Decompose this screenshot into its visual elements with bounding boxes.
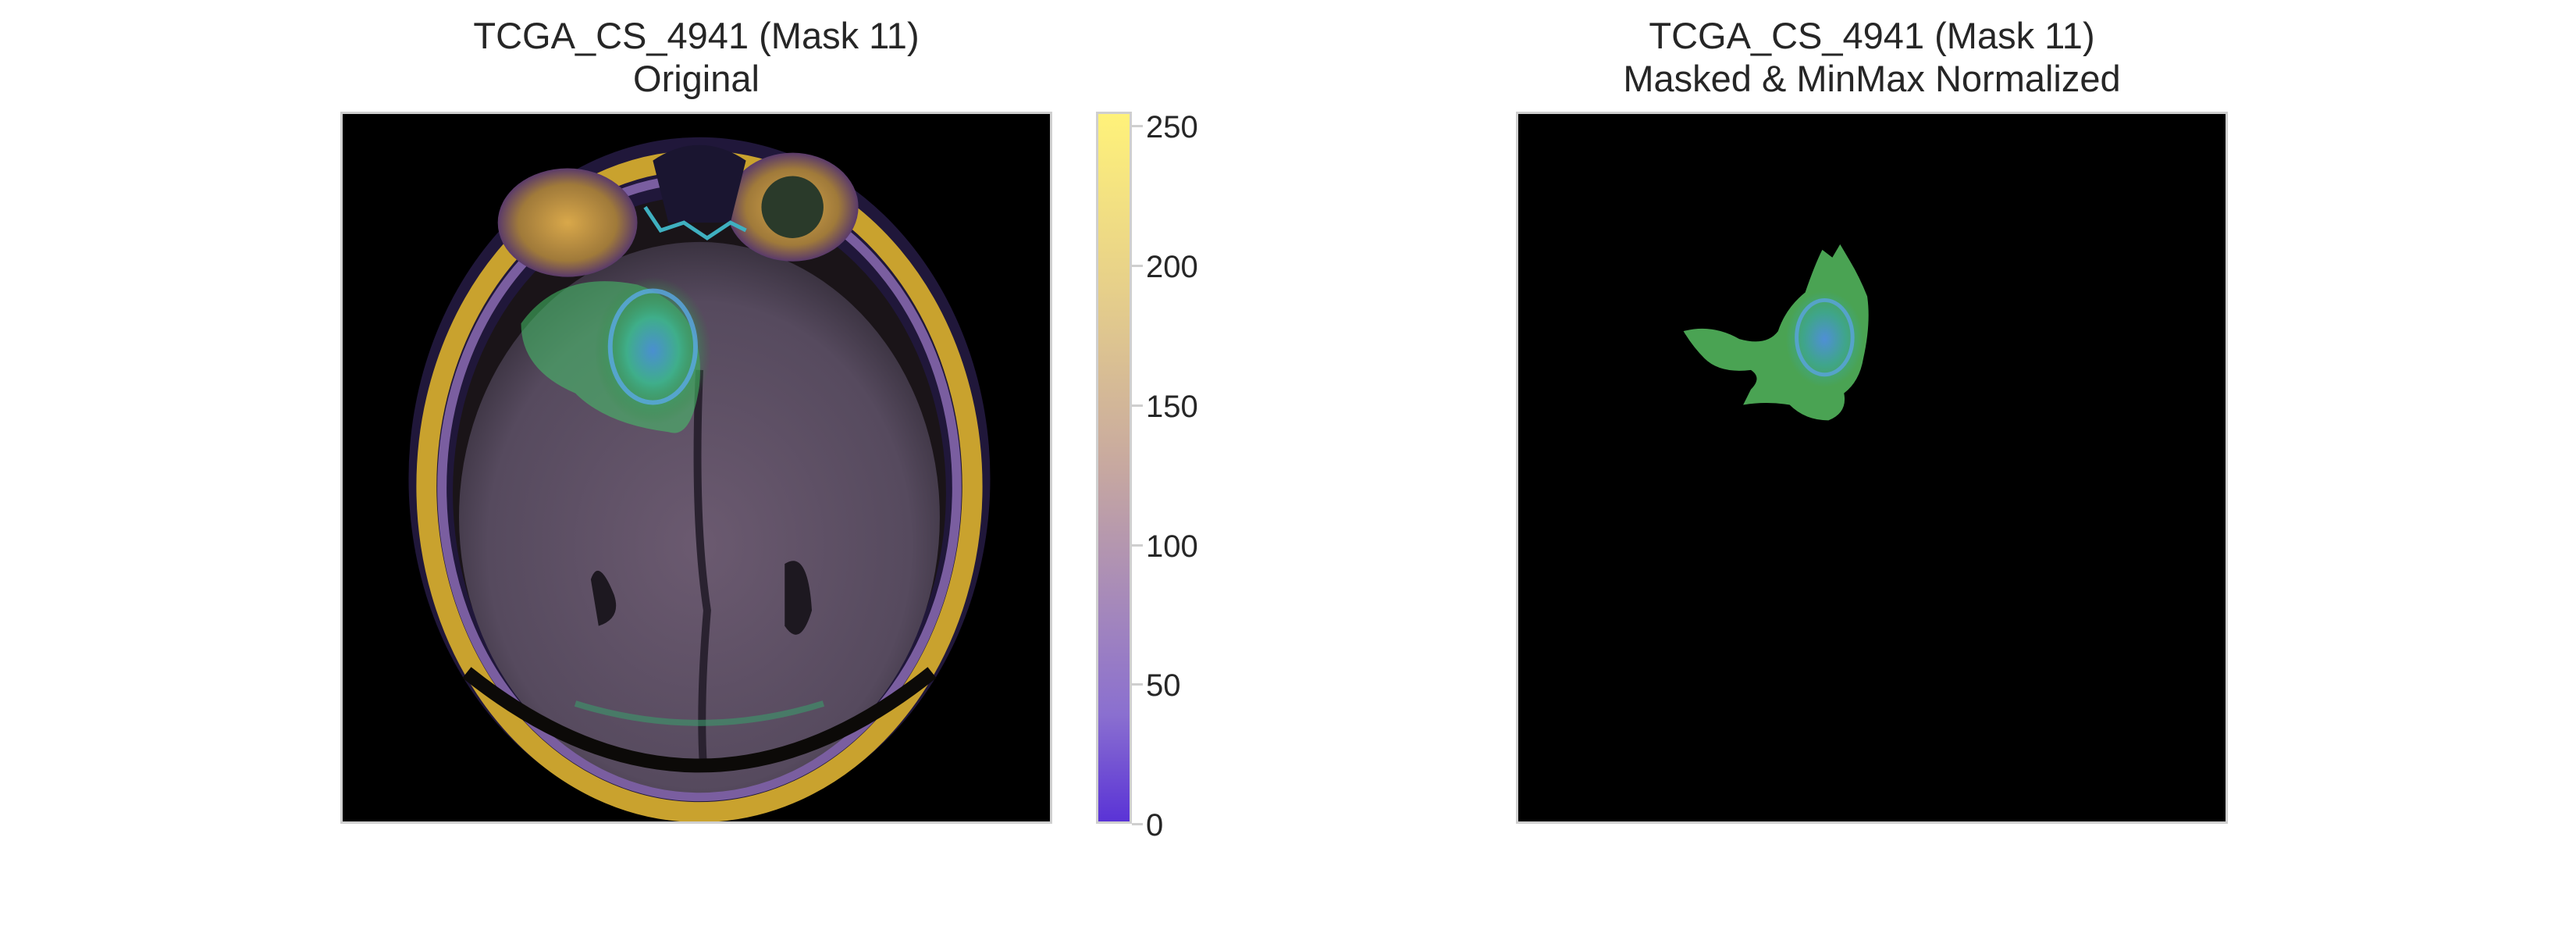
colorbar — [1096, 112, 1132, 824]
colorbar-label-200: 200 — [1146, 250, 1198, 284]
colorbar-label-50: 50 — [1146, 668, 1181, 703]
left-panel-title: TCGA_CS_4941 (Mask 11) Original — [340, 14, 1052, 100]
colorbar-tick-200 — [1132, 265, 1143, 267]
colorbar-label-0: 0 — [1146, 808, 1164, 843]
original-mri-svg — [343, 114, 1050, 821]
colorbar-tick-150 — [1132, 404, 1143, 407]
right-title-line2: Masked & MinMax Normalized — [1623, 58, 2121, 99]
colorbar-label-250: 250 — [1146, 110, 1198, 144]
colorbar-tick-100 — [1132, 544, 1143, 547]
colorbar-tick-250 — [1132, 125, 1143, 127]
colorbar-tick-50 — [1132, 683, 1143, 686]
left-title-line2: Original — [633, 58, 760, 99]
masked-normalized-image — [1516, 112, 2228, 824]
masked-mri-svg — [1518, 114, 2226, 821]
left-title-line1: TCGA_CS_4941 (Mask 11) — [473, 15, 920, 56]
original-mri-image — [340, 112, 1052, 824]
colorbar-label-150: 150 — [1146, 390, 1198, 424]
colorbar-tick-0 — [1132, 823, 1143, 825]
right-panel-title: TCGA_CS_4941 (Mask 11) Masked & MinMax N… — [1516, 14, 2228, 100]
right-title-line1: TCGA_CS_4941 (Mask 11) — [1649, 15, 2095, 56]
colorbar-label-100: 100 — [1146, 529, 1198, 564]
